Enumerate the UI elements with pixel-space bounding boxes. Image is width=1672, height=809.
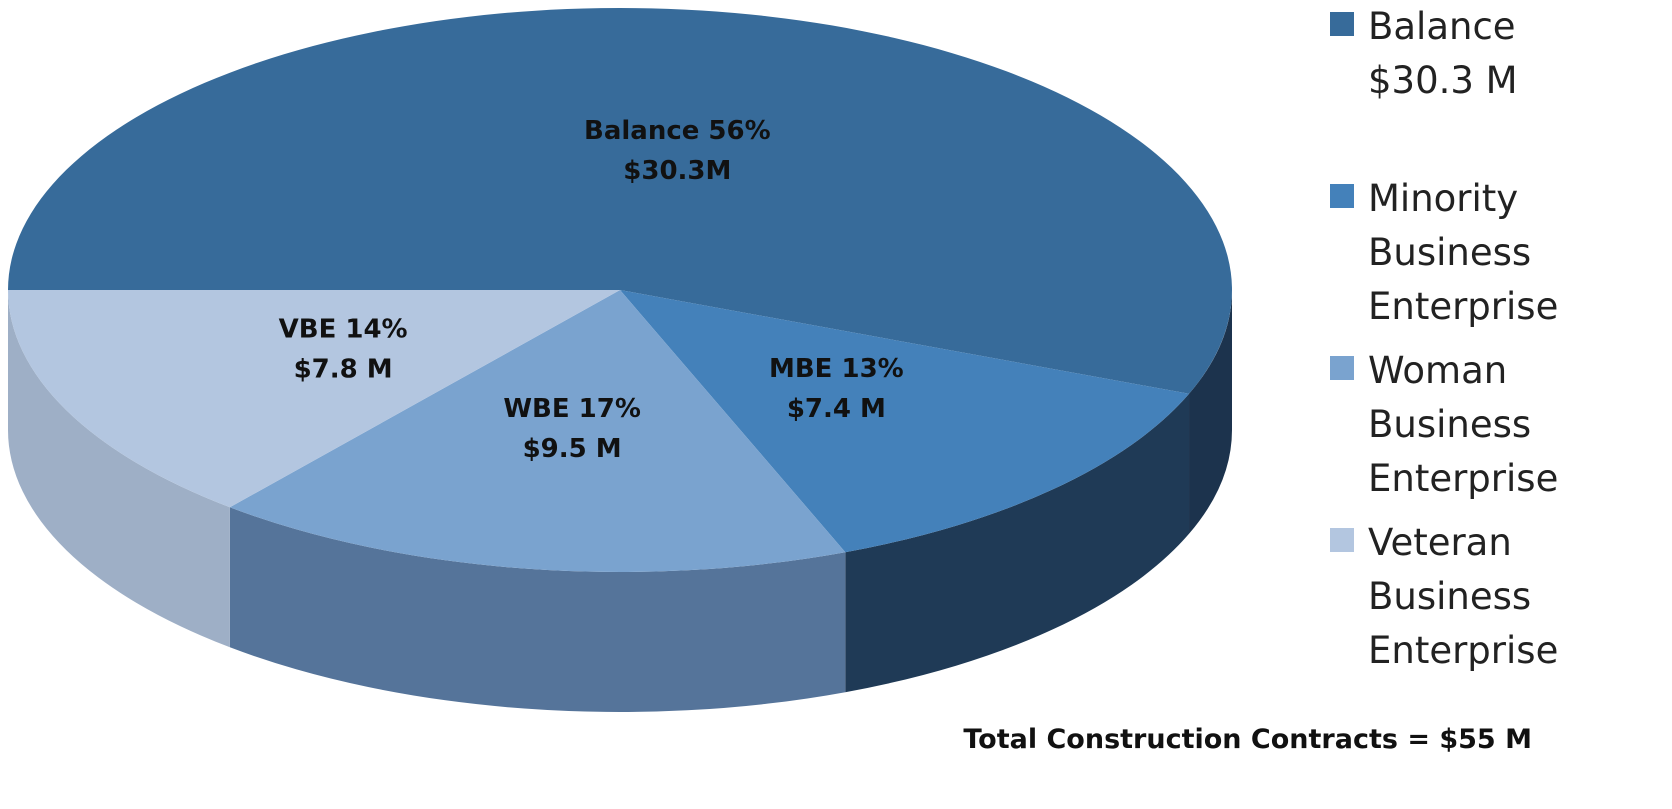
data-label: $7.8 M — [294, 355, 393, 385]
data-label: MBE 13% — [769, 354, 904, 384]
data-label: WBE 17% — [503, 394, 641, 424]
slice — [620, 290, 1190, 553]
legend-label: Balance $30.3 M — [1368, 5, 1518, 102]
legend-label: Woman Business Enterprise — [1368, 349, 1559, 500]
slice — [8, 7, 1232, 394]
slice-side — [229, 507, 846, 712]
data-label: VBE 14% — [279, 315, 408, 345]
slice — [229, 290, 846, 572]
legend-swatch — [1330, 12, 1354, 36]
legend: Balance $30.3 M Minority Business Enterpr… — [1330, 0, 1670, 700]
annotation: Total Construction Contracts = $55 M — [963, 724, 1532, 755]
slice — [8, 290, 620, 508]
data-label: $9.5 M — [523, 434, 622, 464]
chart: Balance 56% $30.3M MBE 13% $7.4 M WBE 17% $9.… — [8, 7, 1232, 712]
legend-swatch — [1330, 528, 1354, 552]
legend-swatch — [1330, 356, 1354, 380]
legend-swatch — [1330, 184, 1354, 208]
data-label: $7.4 M — [787, 394, 886, 424]
legend-label: Minority Business Enterprise — [1368, 177, 1559, 328]
data-label: Balance 56% — [584, 116, 771, 146]
data-label: $30.3M — [623, 156, 731, 186]
slice-side — [8, 290, 230, 648]
slice-side — [845, 393, 1190, 693]
slice-side — [1189, 290, 1232, 534]
legend-label: Veteran Business Enterprise — [1368, 521, 1559, 672]
